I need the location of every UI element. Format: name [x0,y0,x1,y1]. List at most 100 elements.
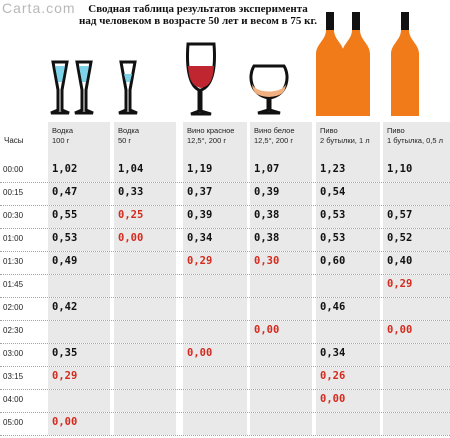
value-text: 0,00 [254,324,280,336]
value-cell [48,275,110,297]
value-cell: 0,26 [316,367,380,389]
value-text: 0,60 [320,255,346,267]
value-text: 0,00 [187,347,213,359]
time-cell: 00:15 [3,188,24,197]
value-text: 0,25 [118,209,144,221]
watermark: Carta.com [2,0,76,16]
value-cell: 0,29 [183,252,247,274]
column-header: Вино красное 12,5°, 200 г [183,122,247,160]
value-text: 0,00 [118,232,144,244]
value-cell: 0,38 [250,206,312,228]
value-cell [114,413,176,435]
time-cell: 01:45 [3,280,24,289]
value-cell [48,390,110,412]
value-cell [250,390,312,412]
time-cell: 01:00 [3,234,24,243]
value-cell [250,344,312,366]
value-cell: 0,53 [316,206,380,228]
beer-bottle-icon [391,12,419,116]
value-cell [383,390,450,412]
value-cell: 1,23 [316,160,380,182]
time-cell: 05:00 [3,418,24,427]
value-text: 1,19 [187,163,213,175]
value-text: 0,34 [320,347,346,359]
value-cell: 0,00 [250,321,312,343]
column-header: Водка 50 г [114,122,176,160]
value-cell [114,344,176,366]
value-cell [316,413,380,435]
value-text: 1,23 [320,163,346,175]
column-name: Водка [118,126,140,135]
value-cell: 0,40 [383,252,450,274]
value-cell [183,413,247,435]
value-cell: 0,30 [250,252,312,274]
time-cell: 04:00 [3,395,24,404]
value-text: 0,39 [254,186,280,198]
column-header: Пиво 2 бутылки, 1 л [316,122,380,160]
column-sub: 2 бутылки, 1 л [320,136,370,145]
table-row: 00:00 1,02 1,04 1,19 1,07 1,23 1,10 [0,160,450,183]
red-wine-glass-icon [186,42,216,116]
value-cell: 0,46 [316,298,380,320]
value-text: 0,53 [320,209,346,221]
value-cell [250,367,312,389]
value-cell: 0,57 [383,206,450,228]
value-cell: 0,33 [114,183,176,205]
column-header: Пиво 1 бутылка, 0,5 л [383,122,450,160]
value-cell: 0,34 [316,344,380,366]
value-cell [114,390,176,412]
time-cell: 02:30 [3,326,24,335]
value-text: 0,33 [118,186,144,198]
value-cell: 0,00 [183,344,247,366]
value-cell: 0,00 [48,413,110,435]
value-cell: 0,35 [48,344,110,366]
value-text: 0,52 [387,232,413,244]
value-text: 0,34 [187,232,213,244]
time-cell: 00:30 [3,211,24,220]
value-cell: 0,54 [316,183,380,205]
value-cell [250,298,312,320]
value-cell [383,367,450,389]
column-sub: 100 г [52,136,70,145]
title-line-1: Сводная таблица результатов эксперимента [88,3,308,15]
value-cell: 0,29 [383,275,450,297]
value-cell: 0,25 [114,206,176,228]
value-text: 0,46 [320,301,346,313]
value-text: 0,42 [52,301,78,313]
table-row: 00:30 0,55 0,25 0,39 0,38 0,53 0,57 [0,206,450,229]
column-name: Пиво [387,126,405,135]
time-cell: 03:00 [3,349,24,358]
value-cell: 0,47 [48,183,110,205]
table-row: 01:45 0,29 [0,275,450,298]
value-cell: 1,02 [48,160,110,182]
value-text: 0,39 [187,209,213,221]
value-cell: 0,39 [250,183,312,205]
value-cell [383,298,450,320]
value-text: 0,29 [387,278,413,290]
table-header: Часы Водка 100 г Водка 50 г Вино красное 12… [0,122,450,160]
value-text: 1,02 [52,163,78,175]
time-cell: 03:15 [3,372,24,381]
value-cell: 0,38 [250,229,312,251]
column-name: Водка [52,126,74,135]
value-text: 0,47 [52,186,78,198]
value-cell [183,321,247,343]
beer-bottle-icon [316,12,370,116]
value-text: 0,38 [254,232,280,244]
value-cell: 0,55 [48,206,110,228]
table-row: 00:15 0,47 0,33 0,37 0,39 0,54 [0,183,450,206]
value-cell: 0,00 [383,321,450,343]
value-text: 0,00 [387,324,413,336]
title-line-2: над человеком в возрасте 50 лет и весом … [79,15,317,27]
value-cell: 0,29 [48,367,110,389]
value-cell: 0,42 [48,298,110,320]
value-cell: 0,60 [316,252,380,274]
cognac-glass-icon [249,64,289,115]
table-row: 01:30 0,49 0,29 0,30 0,60 0,40 [0,252,450,275]
value-cell: 0,00 [114,229,176,251]
time-cell: 00:00 [3,165,24,174]
value-cell [114,298,176,320]
table-row: 03:00 0,35 0,00 0,34 [0,344,450,367]
value-cell: 0,52 [383,229,450,251]
value-cell [383,344,450,366]
